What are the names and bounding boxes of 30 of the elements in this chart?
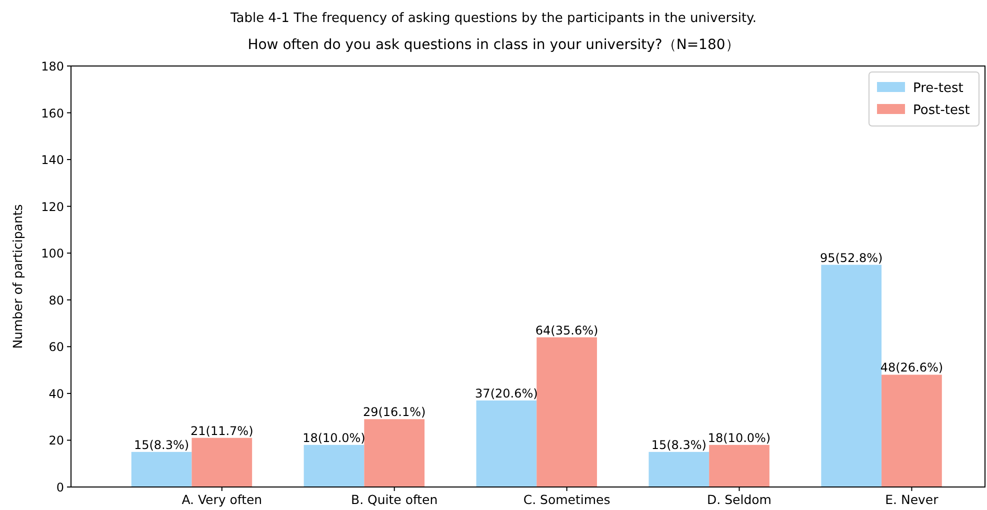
x-tick-label: A. Very often [182,492,262,507]
bar [536,337,597,487]
y-tick-label: 140 [41,153,64,168]
y-axis-title: Number of participants [10,204,25,349]
x-tick-label: C. Sometimes [523,492,610,507]
y-tick-label: 40 [48,386,64,401]
x-tick-label: D. Seldom [707,492,772,507]
bar [709,444,770,487]
y-tick-label: 20 [48,434,64,448]
x-tick-label: B. Quite often [351,492,438,507]
bar [821,264,882,487]
y-tick-label: 100 [41,246,64,261]
bar [304,444,364,487]
legend-label: Pre-test [913,81,964,96]
chart-title: Table 4-1 The frequency of asking questions by the participants in the university. [229,11,757,26]
chart-subtitle: How often do you ask questions in class in your university?（N=180） [248,37,740,53]
bar [192,438,252,487]
y-tick-label: 60 [48,340,64,354]
bar [476,400,537,487]
bar [648,452,710,487]
y-tick-label: 80 [48,293,64,308]
bar [882,374,942,487]
x-tick-label: E. Never [885,492,940,507]
y-tick-label: 0 [56,480,64,494]
bar [131,452,192,487]
y-tick-label: 120 [41,200,64,214]
y-tick-label: 160 [41,106,64,120]
legend-label: Post-test [913,103,970,118]
y-tick-label: 180 [41,60,64,74]
bar [364,419,425,487]
